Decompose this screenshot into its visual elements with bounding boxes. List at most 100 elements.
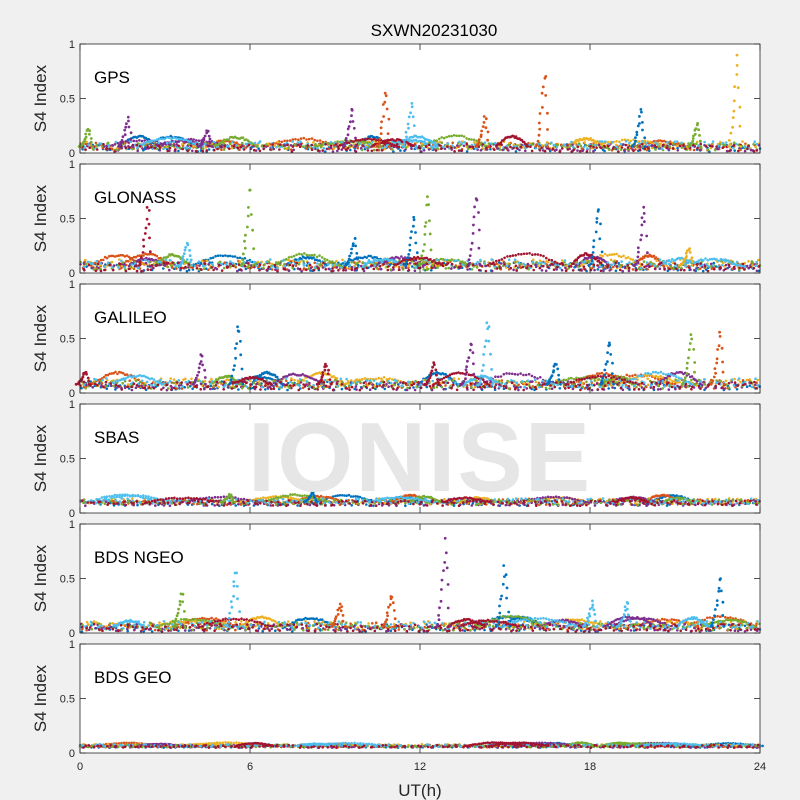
data-point: [401, 268, 405, 271]
data-point: [422, 268, 426, 271]
spike-point: [124, 125, 128, 129]
spike-point: [408, 243, 412, 247]
data-point: [106, 141, 110, 145]
data-point: [266, 386, 270, 390]
spike-point: [143, 232, 147, 235]
data-point: [420, 144, 424, 148]
data-point: [173, 144, 176, 147]
data-point: [507, 149, 510, 152]
spike-point: [423, 225, 427, 228]
data-point: [111, 268, 115, 272]
data-point: [174, 264, 177, 268]
data-point: [340, 140, 343, 144]
data-point: [219, 254, 222, 257]
data-point: [514, 254, 517, 257]
data-point: [542, 264, 545, 268]
data-point: [522, 373, 525, 377]
spike-point: [735, 53, 739, 57]
data-point: [201, 147, 205, 150]
data-point: [596, 268, 600, 271]
spike-point: [468, 254, 472, 257]
data-point: [152, 266, 155, 270]
data-point: [509, 145, 512, 149]
data-point: [195, 139, 198, 142]
data-point: [465, 142, 469, 146]
data-point: [651, 146, 654, 150]
data-point: [676, 384, 679, 388]
data-point: [305, 268, 308, 272]
data-point: [140, 269, 143, 273]
data-point: [158, 146, 162, 150]
data-point: [236, 269, 239, 273]
data-point: [678, 144, 682, 148]
data-point: [534, 265, 538, 269]
data-point: [356, 139, 360, 142]
data-point: [739, 380, 742, 384]
data-point: [239, 268, 242, 271]
data-point: [400, 255, 403, 258]
data-point: [271, 143, 274, 146]
data-point: [450, 267, 453, 270]
data-point: [280, 140, 284, 144]
data-point: [365, 137, 369, 141]
data-point: [493, 141, 497, 145]
data-point: [185, 146, 188, 149]
spike-point: [635, 259, 639, 263]
data-point: [492, 261, 495, 264]
data-point: [397, 268, 401, 272]
data-point: [102, 143, 105, 146]
data-point: [517, 261, 521, 265]
data-point: [388, 377, 391, 380]
spike-point: [486, 130, 490, 134]
data-point: [654, 148, 657, 151]
spike-point: [640, 110, 643, 114]
data-point: [178, 146, 182, 150]
data-point: [713, 267, 716, 271]
spike-point: [599, 222, 602, 226]
data-point: [511, 254, 515, 257]
data-point: [450, 146, 453, 150]
data-point: [217, 263, 221, 267]
spike-point: [479, 133, 483, 137]
data-point: [192, 138, 195, 141]
spike-point: [414, 231, 417, 234]
spike-point: [431, 264, 435, 267]
data-point: [617, 261, 620, 265]
data-point: [485, 146, 488, 150]
data-point: [631, 258, 635, 262]
data-point: [501, 148, 505, 152]
data-point: [613, 253, 616, 256]
data-point: [198, 264, 201, 267]
data-point: [224, 254, 227, 257]
data-point: [162, 386, 165, 390]
data-point: [228, 147, 231, 151]
data-point: [211, 263, 214, 267]
data-point: [752, 266, 756, 270]
data-point: [305, 147, 308, 150]
data-point: [302, 260, 305, 263]
data-point: [295, 261, 299, 265]
data-point: [539, 254, 542, 257]
data-point: [320, 256, 324, 259]
spike-point: [207, 134, 211, 138]
data-point: [253, 141, 257, 145]
data-point: [226, 144, 230, 148]
data-point: [615, 252, 618, 256]
data-point: [231, 264, 235, 268]
data-point: [526, 145, 529, 148]
data-point: [275, 261, 278, 264]
data-point: [726, 259, 729, 262]
data-point: [287, 269, 291, 272]
data-point: [607, 144, 610, 148]
data-point: [146, 268, 150, 271]
data-point: [305, 138, 308, 141]
data-point: [217, 385, 220, 389]
data-point: [291, 138, 295, 141]
data-point: [643, 139, 647, 143]
data-point: [412, 386, 415, 389]
data-point: [628, 141, 631, 145]
spike-point: [597, 208, 600, 212]
data-point: [231, 255, 234, 258]
data-point: [503, 263, 506, 266]
data-point: [299, 140, 302, 143]
